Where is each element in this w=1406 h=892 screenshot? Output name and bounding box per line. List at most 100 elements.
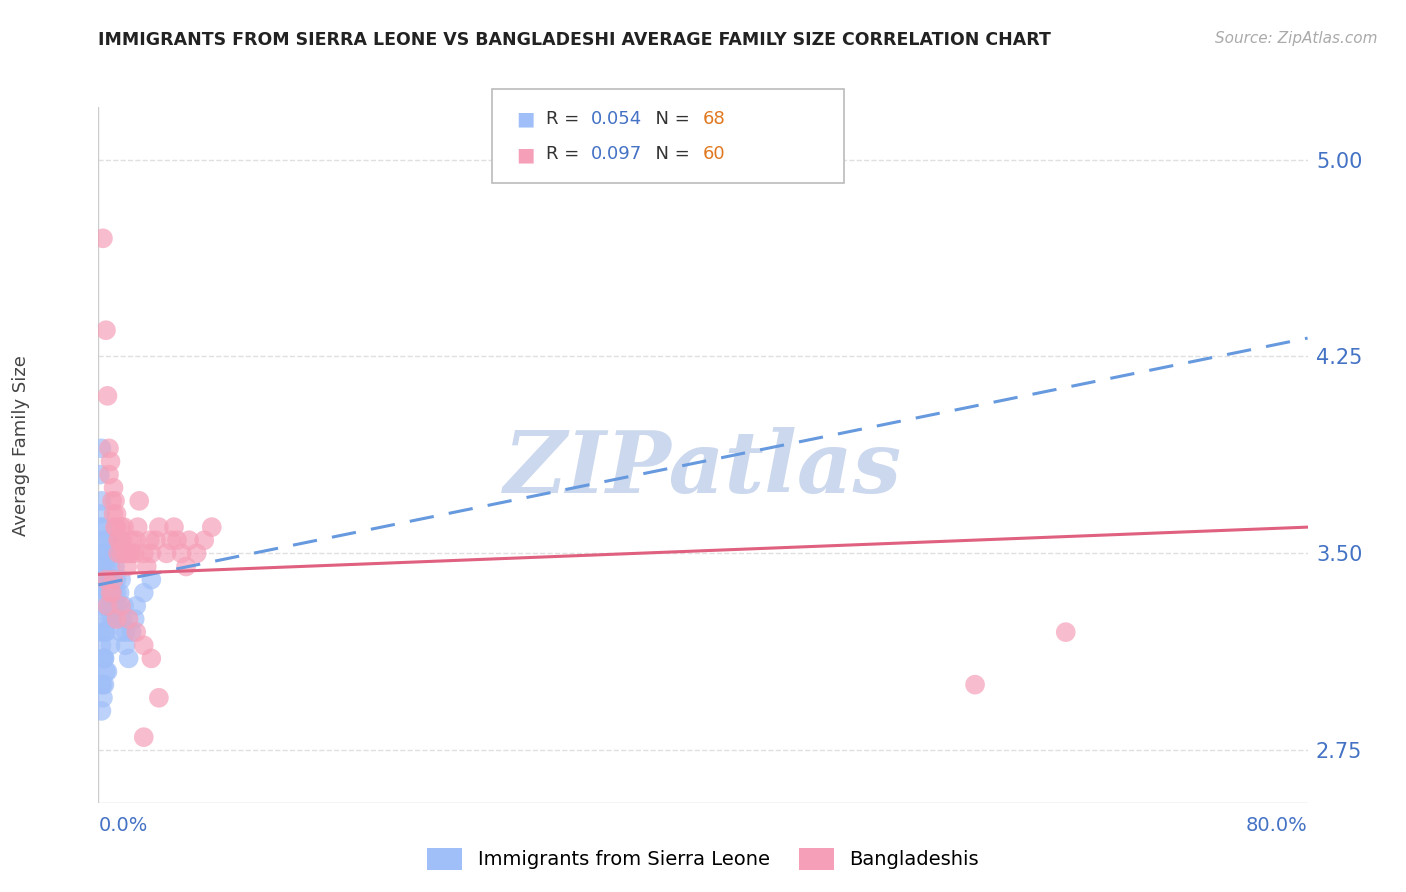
Point [90, 494, 112, 508]
Text: 68: 68 [703, 110, 725, 128]
Point [100, 599, 122, 613]
Point [89, 520, 111, 534]
Point [94, 559, 117, 574]
Point [114, 625, 136, 640]
Point [96, 389, 118, 403]
Point [965, 678, 987, 692]
Point [107, 599, 129, 613]
Point [91, 690, 114, 705]
Point [110, 599, 132, 613]
Point [179, 533, 201, 548]
Point [105, 586, 128, 600]
Point [91, 520, 114, 534]
Legend: Immigrants from Sierra Leone, Bangladeshis: Immigrants from Sierra Leone, Bangladesh… [419, 839, 987, 878]
Text: 60: 60 [703, 145, 725, 163]
Point [114, 638, 136, 652]
Text: ■: ■ [516, 145, 534, 164]
Point [155, 546, 177, 560]
Point [141, 546, 163, 560]
Point [163, 520, 186, 534]
Point [103, 573, 125, 587]
Point [127, 520, 149, 534]
Point [98, 586, 121, 600]
Point [148, 520, 170, 534]
Point [90, 546, 112, 560]
Point [105, 507, 128, 521]
Point [94, 573, 117, 587]
Point [90, 638, 112, 652]
Point [101, 494, 124, 508]
Point [125, 599, 148, 613]
Point [105, 520, 128, 534]
Point [96, 665, 118, 679]
Point [96, 599, 118, 613]
Point [104, 520, 127, 534]
Point [100, 454, 122, 468]
Point [96, 586, 118, 600]
Text: 80.0%: 80.0% [1246, 816, 1308, 835]
Point [93, 573, 115, 587]
Point [93, 625, 115, 640]
Point [96, 599, 118, 613]
Point [107, 546, 129, 560]
Point [93, 651, 115, 665]
Point [141, 651, 163, 665]
Point [94, 323, 117, 337]
Point [110, 520, 132, 534]
Point [100, 559, 122, 574]
Point [91, 559, 114, 574]
Point [118, 546, 141, 560]
Point [135, 559, 157, 574]
Point [111, 612, 134, 626]
Text: ■: ■ [516, 110, 534, 128]
Point [110, 573, 132, 587]
Point [108, 586, 131, 600]
Point [89, 559, 111, 574]
Point [108, 533, 131, 548]
Point [121, 625, 143, 640]
Point [1054, 625, 1077, 640]
Point [105, 573, 128, 587]
Point [90, 442, 112, 456]
Point [103, 586, 125, 600]
Point [121, 546, 143, 560]
Point [114, 546, 136, 560]
Point [110, 546, 132, 560]
Point [110, 625, 132, 640]
Point [118, 651, 141, 665]
Point [174, 559, 197, 574]
Point [111, 533, 134, 548]
Text: IMMIGRANTS FROM SIERRA LEONE VS BANGLADESHI AVERAGE FAMILY SIZE CORRELATION CHAR: IMMIGRANTS FROM SIERRA LEONE VS BANGLADE… [98, 31, 1052, 49]
Point [101, 586, 124, 600]
Point [100, 586, 122, 600]
Point [103, 481, 125, 495]
Point [93, 533, 115, 548]
Point [132, 730, 155, 744]
Point [145, 533, 167, 548]
Point [94, 586, 117, 600]
Point [104, 559, 127, 574]
Point [125, 533, 148, 548]
Text: 0.097: 0.097 [591, 145, 641, 163]
Point [93, 651, 115, 665]
Point [94, 665, 117, 679]
Point [98, 573, 121, 587]
Point [100, 638, 122, 652]
Point [118, 612, 141, 626]
Point [91, 231, 114, 245]
Point [98, 612, 121, 626]
Point [160, 533, 183, 548]
Text: ZIPatlas: ZIPatlas [503, 427, 903, 510]
Point [89, 467, 111, 482]
Point [101, 612, 124, 626]
Point [91, 533, 114, 548]
Point [89, 507, 111, 521]
Point [94, 625, 117, 640]
Text: 0.054: 0.054 [591, 110, 641, 128]
Point [170, 546, 193, 560]
Text: N =: N = [644, 110, 696, 128]
Point [124, 546, 146, 560]
Point [125, 625, 148, 640]
Point [128, 494, 150, 508]
Point [93, 678, 115, 692]
